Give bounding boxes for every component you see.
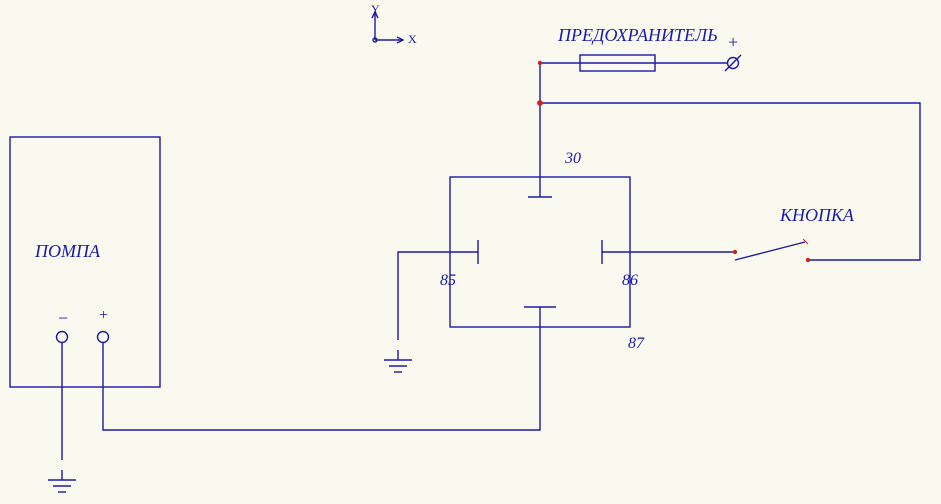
pin86-label: 86 [622,272,638,290]
pump-neg-label: − [58,308,68,329]
pin85-label: 85 [440,272,456,290]
button-label: КНОПКА [780,205,854,226]
plus-label: + [728,32,738,53]
axis-y-label: Y [371,2,380,17]
circuit-diagram [0,0,941,504]
pin87-label: 87 [628,335,644,353]
axis-x-label: X [408,32,417,47]
pin30-label: 30 [565,150,581,168]
pump-label: ПОМПА [35,241,100,262]
pump-pos-label: + [99,307,108,325]
fuse-label: ПРЕДОХРАНИТЕЛЬ [558,25,718,46]
